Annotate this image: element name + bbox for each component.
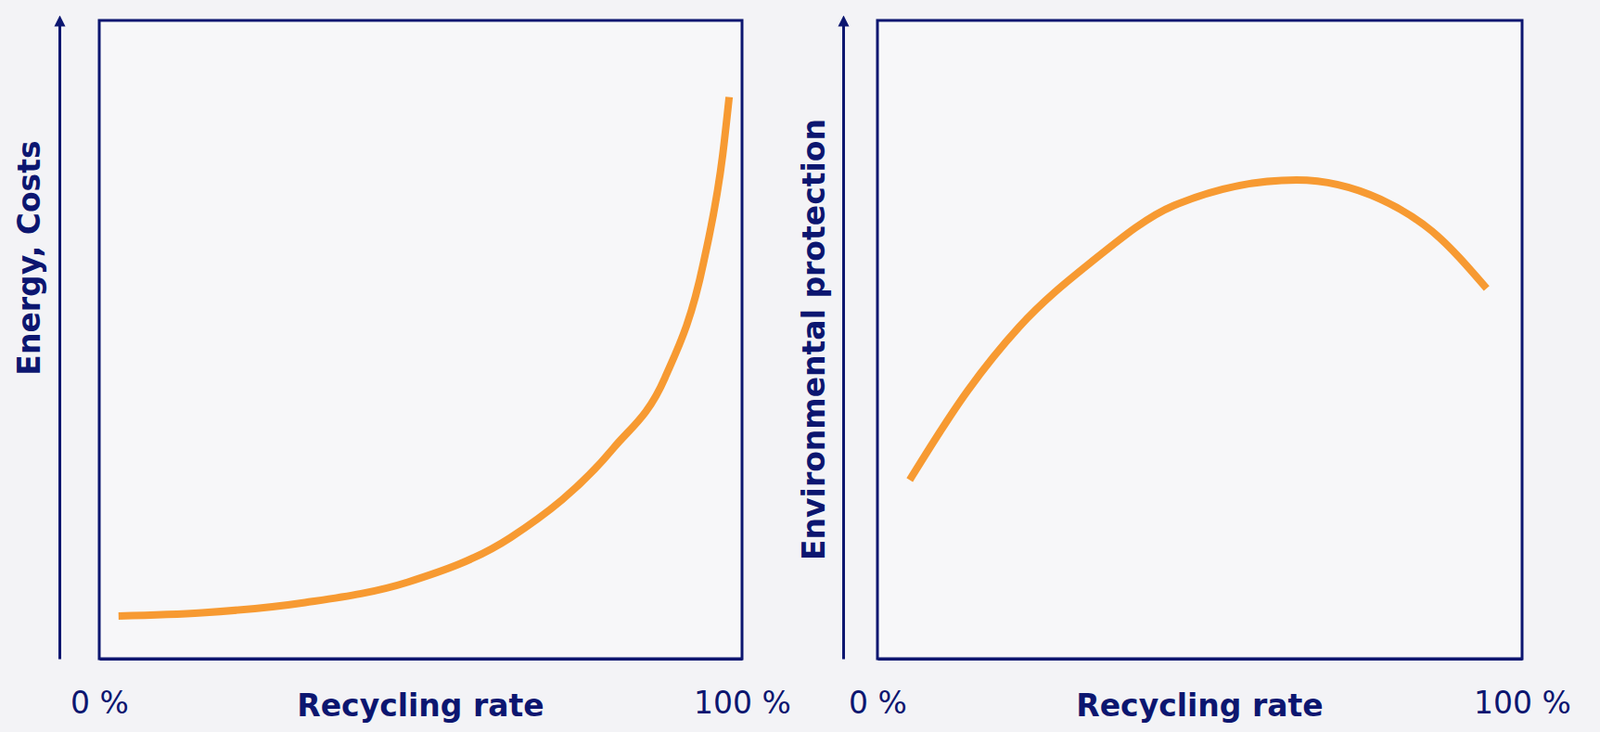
x-tick: 100 % <box>1473 658 1572 721</box>
x-tick: 0 % <box>70 658 129 721</box>
y-axis <box>843 21 845 660</box>
x-tick: 0 % <box>848 658 908 721</box>
panel: 0 % 100 % Recycling rate Energy, Costs <box>11 20 792 724</box>
y-axis-line <box>842 21 845 660</box>
canvas: 0 % 100 % Recycling rate Energy, Costs 0 % 10… <box>0 0 1600 732</box>
x-axis-title: Recycling rate <box>1075 687 1323 724</box>
x-tick-label: 100 % <box>693 684 792 721</box>
y-axis-line <box>58 21 62 660</box>
panel: 0 % 100 % Recycling rate Environmental prot… <box>795 20 1572 724</box>
x-tick-label: 100 % <box>1473 684 1572 721</box>
y-axis-title: Environmental protection <box>795 118 832 561</box>
curve <box>118 97 730 616</box>
marks <box>909 179 1487 480</box>
curve <box>909 179 1487 480</box>
y-axis-title: Energy, Costs <box>11 140 48 375</box>
marks <box>118 97 730 616</box>
x-axis-line <box>878 657 1524 661</box>
y-axis <box>59 21 61 660</box>
plot-frame <box>99 20 743 659</box>
x-axis-title: Recycling rate <box>296 687 544 724</box>
x-tick-label: 0 % <box>848 684 908 721</box>
x-tick-label: 0 % <box>70 684 129 721</box>
x-tick: 100 % <box>693 658 792 721</box>
plot-frame <box>877 20 1523 659</box>
x-axis-line <box>100 657 743 661</box>
